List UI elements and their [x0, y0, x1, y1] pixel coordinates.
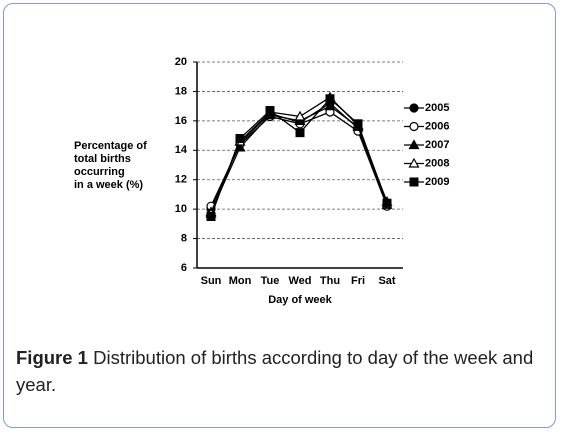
y-tick-label: 14 [175, 144, 188, 156]
x-tick-label: Sat [378, 275, 395, 287]
data-point [382, 198, 392, 208]
x-tick-label: Mon [229, 275, 252, 287]
legend-marker [408, 139, 420, 150]
caption-label: Figure 1 [16, 347, 88, 368]
x-tick-label: Wed [288, 275, 311, 287]
data-point [235, 134, 245, 144]
legend-marker [409, 121, 419, 132]
data-point [294, 110, 306, 121]
caption-text: Distribution of births according to day … [16, 347, 534, 395]
caption: Figure 1 Distribution of births accordin… [16, 344, 541, 398]
data-point [353, 119, 363, 129]
y-tick-label: 16 [175, 115, 187, 127]
legend-label: 2005 [425, 102, 449, 114]
legend-marker [409, 103, 419, 113]
data-point [206, 212, 216, 221]
y-tick-label: 6 [181, 262, 187, 274]
data-point [295, 128, 305, 138]
legend-marker [408, 157, 420, 168]
y-tick-label: 18 [175, 85, 187, 97]
legend-marker [409, 177, 419, 187]
x-tick-label: Fri [351, 275, 365, 287]
legend-label: 2007 [425, 139, 449, 151]
y-axis-title: total births [74, 153, 131, 165]
y-tick-label: 20 [175, 56, 187, 68]
data-point [265, 106, 275, 116]
data-point [325, 94, 335, 104]
y-axis-title: occurring [74, 166, 125, 178]
y-tick-label: 12 [175, 174, 187, 186]
x-tick-label: Tue [261, 275, 280, 287]
figure-card [3, 3, 556, 428]
legend-label: 2006 [425, 120, 449, 132]
y-tick-label: 10 [175, 203, 187, 215]
x-tick-label: Sun [201, 275, 222, 287]
data-point [324, 100, 336, 111]
y-axis-title: in a week (%) [74, 179, 143, 191]
y-axis-title: Percentage of [74, 140, 147, 152]
x-axis-title: Day of week [268, 294, 332, 306]
legend-label: 2009 [425, 176, 449, 188]
y-tick-label: 8 [181, 232, 187, 244]
legend-label: 2008 [425, 157, 449, 169]
x-tick-label: Thu [320, 275, 340, 287]
